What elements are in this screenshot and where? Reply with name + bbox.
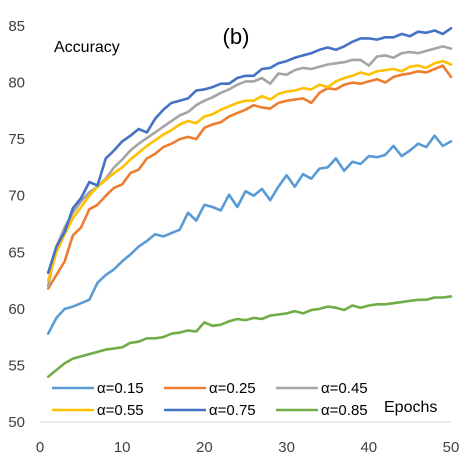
- x-tick-label: 30: [278, 439, 295, 456]
- x-tick-label: 20: [196, 439, 213, 456]
- y-tick-labels: 50 55 60 65 70 75 80 85: [8, 18, 25, 431]
- legend-label: α=0.45: [321, 380, 368, 397]
- series-line: [46, 64, 453, 290]
- series-line: [46, 295, 453, 378]
- legend-item: α=0.75: [164, 402, 256, 419]
- legend-label: α=0.75: [209, 402, 256, 419]
- legend-item: α=0.25: [164, 380, 256, 397]
- legend-label: α=0.55: [97, 402, 144, 419]
- legend-item: α=0.85: [276, 402, 368, 419]
- legend-item: α=0.45: [276, 380, 368, 397]
- x-axis-title: Epochs: [384, 399, 437, 416]
- series-line: [46, 134, 453, 335]
- y-tick-label: 55: [8, 357, 25, 374]
- y-axis-title: Accuracy: [54, 39, 120, 56]
- y-tick-label: 50: [8, 414, 25, 431]
- x-tick-label: 50: [443, 439, 460, 456]
- series-line: [46, 59, 453, 282]
- legend-label: α=0.25: [209, 380, 256, 397]
- legend-label: α=0.85: [321, 402, 368, 419]
- legend-label: α=0.15: [97, 380, 144, 397]
- plot-lines: [46, 27, 453, 378]
- y-tick-label: 75: [8, 131, 25, 148]
- x-tick-labels: 0 10 20 30 40 50: [36, 439, 460, 456]
- y-tick-label: 80: [8, 75, 25, 92]
- legend: α=0.15 α=0.25 α=0.45 α=0.55 α=0.75 α=0.85: [52, 380, 368, 419]
- series-line: [46, 27, 453, 274]
- y-tick-label: 60: [8, 301, 25, 318]
- y-tick-label: 85: [8, 18, 25, 35]
- x-tick-label: 0: [36, 439, 44, 456]
- panel-label: (b): [223, 24, 250, 49]
- x-tick-label: 40: [360, 439, 377, 456]
- y-tick-label: 65: [8, 244, 25, 261]
- legend-item: α=0.15: [52, 380, 144, 397]
- y-tick-label: 70: [8, 188, 25, 205]
- series-line: [46, 45, 453, 288]
- x-tick-label: 10: [114, 439, 131, 456]
- legend-item: α=0.55: [52, 402, 144, 419]
